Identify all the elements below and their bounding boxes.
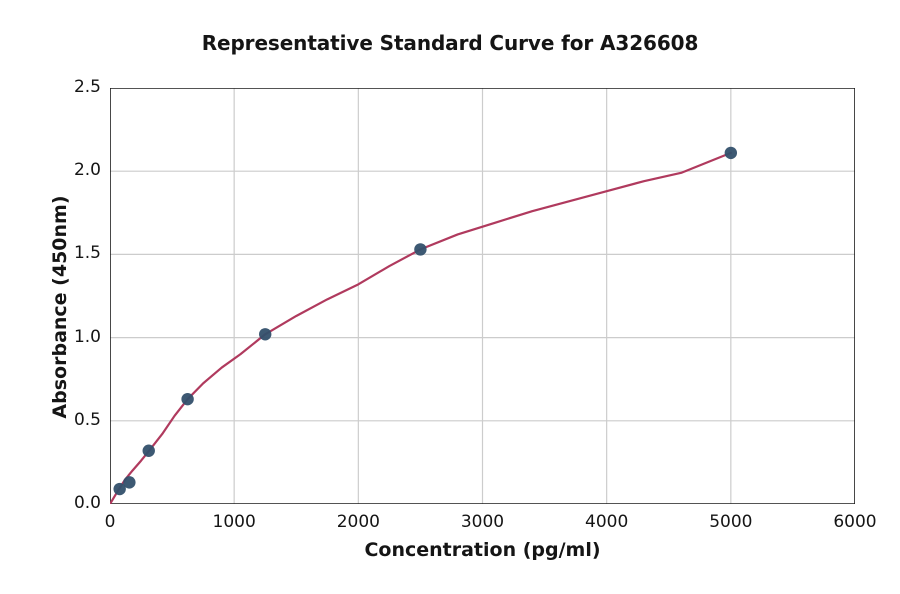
x-tick-label: 0	[104, 512, 116, 532]
x-tick-label: 1000	[212, 512, 256, 532]
y-tick-label: 2.5	[73, 77, 101, 97]
y-tick-label: 1.5	[73, 243, 101, 264]
data-point-markers	[113, 146, 738, 496]
fit-curve-line	[110, 151, 732, 504]
plot-area	[110, 88, 855, 504]
y-axis-tick-labels: 0.0 0.5 1.0 1.5 2.0 2.5	[35, 77, 101, 513]
plot-svg	[110, 88, 855, 504]
x-tick-label: 5000	[709, 512, 753, 532]
y-tick-label: 0.0	[73, 493, 101, 513]
x-axis-tick-labels: 0 1000 2000 3000 4000 5000 6000	[105, 512, 877, 542]
y-tick-label: 1.0	[73, 326, 101, 347]
y-tick-label: 2.0	[73, 160, 101, 181]
gridlines	[110, 88, 855, 504]
x-tick-label: 6000	[833, 512, 877, 532]
x-axis-label: Concentration (pg/ml)	[364, 539, 601, 561]
chart-title: Representative Standard Curve for A32660…	[201, 31, 699, 55]
x-tick-label: 4000	[585, 512, 629, 532]
x-tick-label: 2000	[336, 512, 380, 532]
x-tick-label: 3000	[460, 512, 505, 532]
y-tick-label: 0.5	[73, 409, 101, 430]
